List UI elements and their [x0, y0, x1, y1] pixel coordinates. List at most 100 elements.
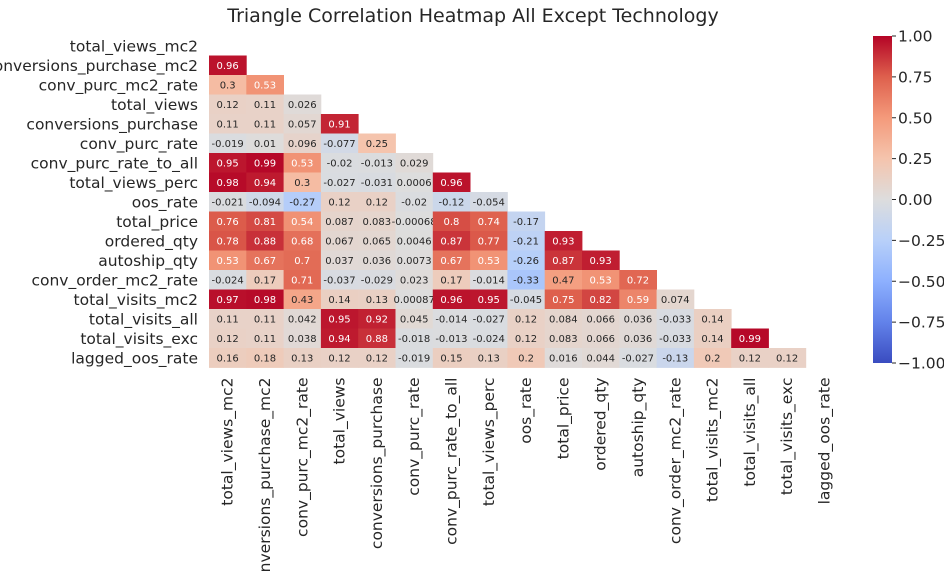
heatmap-cell-total-price-conversions-purchase — [358, 211, 396, 232]
colorbar-tick-label: 0.50 — [898, 109, 933, 127]
heatmap-cell-lagged-oos-rate-conv-purc-rate-to-all — [432, 348, 471, 368]
column-label-oos-rate: oos_rate — [517, 378, 536, 444]
row-label-total-views-perc: total_views_perc — [69, 174, 198, 193]
cell-value-label: -0.21 — [513, 236, 539, 247]
cell-value-label: -0.018 — [398, 334, 430, 345]
cell-value-label: 0.87 — [552, 256, 574, 267]
cell-value-label: 0.53 — [254, 80, 276, 91]
heatmap-cell-total-visits-exc-conv-purc-rate-to-all — [432, 328, 471, 349]
cell-value-label: 0.14 — [701, 334, 723, 345]
row-label-conversions-purchase-mc2: conversions_purchase_mc2 — [0, 57, 198, 76]
heatmap-cell-total-visits-exc-total-price — [544, 328, 583, 349]
heatmap-cell-total-views-perc-conv-purc-rate — [395, 172, 434, 193]
row-label-conv-purc-rate-to-all: conv_purc_rate_to_all — [31, 154, 198, 173]
row-label-total-visits-exc: total_visits_exc — [80, 330, 198, 349]
cell-value-label: -0.12 — [439, 197, 465, 208]
heatmap-cell-total-views-perc-conversions-purchase-mc2 — [246, 172, 284, 193]
column-label-conv-purc-mc2-rate: conv_purc_mc2_rate — [293, 378, 312, 537]
heatmap-cell-ordered-qty-total-views-perc — [470, 231, 508, 251]
cell-value-label: -0.094 — [249, 197, 281, 208]
heatmap-cell-autoship-qty-conv-purc-rate-to-all — [432, 250, 471, 271]
heatmap-cell-autoship-qty-conversions-purchase-mc2 — [246, 250, 284, 271]
heatmap-cell-autoship-qty-total-views-perc — [470, 250, 508, 271]
cell-value-label: 0.98 — [254, 295, 276, 306]
heatmap-cell-total-price-total-views — [320, 211, 359, 232]
cell-value-label: 0.14 — [328, 295, 350, 306]
cell-value-label: 0.67 — [440, 256, 462, 267]
row-label-conv-purc-rate: conv_purc_rate — [80, 135, 198, 154]
heatmap-cell-conv-purc-mc2-rate-total-views-mc2 — [209, 75, 247, 95]
heatmap-cell-total-visits-all-total-price — [544, 309, 583, 329]
cell-value-label: 0.53 — [590, 275, 612, 286]
cell-value-label: 0.096 — [288, 139, 317, 150]
column-label-total-views-perc: total_views_perc — [480, 378, 499, 507]
heatmap-cell-total-price-conv-purc-mc2-rate — [283, 211, 322, 232]
cell-value-label: 0.96 — [217, 61, 239, 72]
row-label-total-views: total_views — [111, 96, 198, 115]
heatmap-cell-conv-purc-rate-to-all-conversions-purchase — [358, 153, 396, 173]
heatmap-cell-total-price-total-views-mc2 — [209, 211, 247, 232]
heatmap-cell-conversions-purchase-conversions-purchase-mc2 — [246, 114, 284, 134]
heatmap-cell-total-visits-all-total-views-mc2 — [209, 309, 247, 329]
heatmap-cell-total-visits-all-total-views — [320, 309, 359, 329]
cell-value-label: 0.95 — [478, 295, 500, 306]
heatmap-cell-lagged-oos-rate-total-visits-mc2 — [693, 348, 732, 368]
heatmap-cell-oos-rate-total-views-perc — [470, 192, 508, 212]
heatmap-cell-total-visits-mc2-autoship-qty — [619, 289, 657, 310]
cell-value-label: 0.087 — [325, 217, 354, 228]
heatmap-cell-conv-purc-rate-total-views — [320, 133, 359, 154]
cell-value-label: -0.027 — [622, 353, 654, 364]
heatmap-cell-conv-order-mc2-rate-conversions-purchase-mc2 — [246, 270, 284, 290]
row-label-conv-purc-mc2-rate: conv_purc_mc2_rate — [39, 76, 198, 95]
cell-value-label: 0.12 — [515, 334, 537, 345]
cell-value-label: -0.054 — [473, 197, 505, 208]
cell-value-label: 0.057 — [288, 119, 317, 130]
heatmap-cell-total-visits-mc2-conversions-purchase-mc2 — [246, 289, 284, 310]
cell-value-label: -0.00068 — [392, 217, 437, 228]
heatmap-cell-total-visits-mc2-conversions-purchase — [358, 289, 396, 310]
cell-value-label: 0.074 — [661, 295, 690, 306]
heatmap-cell-total-visits-exc-oos-rate — [507, 328, 546, 349]
cell-value-label: 0.15 — [440, 353, 462, 364]
cell-value-label: 0.88 — [254, 236, 276, 247]
cell-value-label: 0.0073 — [397, 256, 432, 267]
cell-value-label: 0.77 — [478, 236, 500, 247]
colorbar-ticks: 1.00 0.75 0.50 0.25 0.00 −0.25 −0.50 −0.75 −1.00 — [892, 28, 944, 373]
heatmap-cell-lagged-oos-rate-conversions-purchase — [358, 348, 396, 368]
cell-value-label: -0.02 — [327, 158, 353, 169]
cell-value-label: 0.036 — [363, 256, 392, 267]
heatmap-cell-total-visits-mc2-oos-rate — [507, 289, 546, 310]
cell-value-label: 0.74 — [478, 217, 500, 228]
heatmap-cell-conv-purc-rate-to-all-conv-purc-mc2-rate — [283, 153, 322, 173]
cell-value-label: -0.033 — [659, 334, 691, 345]
heatmap-cell-lagged-oos-rate-total-visits-exc — [768, 348, 807, 368]
cell-value-label: 0.13 — [478, 353, 500, 364]
heatmap-cell-conv-order-mc2-rate-conv-purc-mc2-rate — [283, 270, 322, 290]
heatmap-cell-autoship-qty-conv-purc-mc2-rate — [283, 250, 322, 271]
heatmap-cell-total-visits-mc2-ordered-qty — [582, 289, 620, 310]
cell-value-label: 0.8 — [443, 217, 459, 228]
column-label-total-views: total_views — [331, 378, 350, 465]
cell-value-label: -0.027 — [323, 178, 355, 189]
heatmap-cell-conv-order-mc2-rate-oos-rate — [507, 270, 546, 290]
colorbar-tick-label: −0.50 — [898, 273, 944, 291]
cell-value-label: 0.065 — [363, 236, 392, 247]
column-label-total-visits-all: total_visits_all — [741, 378, 760, 487]
cell-value-label: 0.53 — [478, 256, 500, 267]
heatmap-cell-oos-rate-conversions-purchase-mc2 — [246, 192, 284, 212]
heatmap-cell-total-views-perc-total-views — [320, 172, 359, 193]
column-label-conv-purc-rate: conv_purc_rate — [405, 378, 424, 496]
cell-value-label: 0.97 — [217, 295, 239, 306]
cell-value-label: 0.81 — [254, 217, 276, 228]
heatmap-cell-total-views-conv-purc-mc2-rate — [283, 94, 322, 115]
column-label-conv-order-mc2-rate: conv_order_mc2_rate — [666, 378, 685, 545]
cell-value-label: -0.13 — [662, 353, 688, 364]
heatmap-cell-total-visits-mc2-total-views — [320, 289, 359, 310]
column-label-total-price: total_price — [554, 378, 573, 460]
cell-value-label: -0.031 — [361, 178, 393, 189]
cell-value-label: -0.024 — [212, 275, 244, 286]
cell-value-label: 0.68 — [291, 236, 313, 247]
colorbar-tick-label: −0.75 — [898, 314, 944, 332]
heatmap-cell-total-visits-all-conversions-purchase-mc2 — [246, 309, 284, 329]
heatmap-cell-lagged-oos-rate-total-visits-all — [731, 348, 769, 368]
